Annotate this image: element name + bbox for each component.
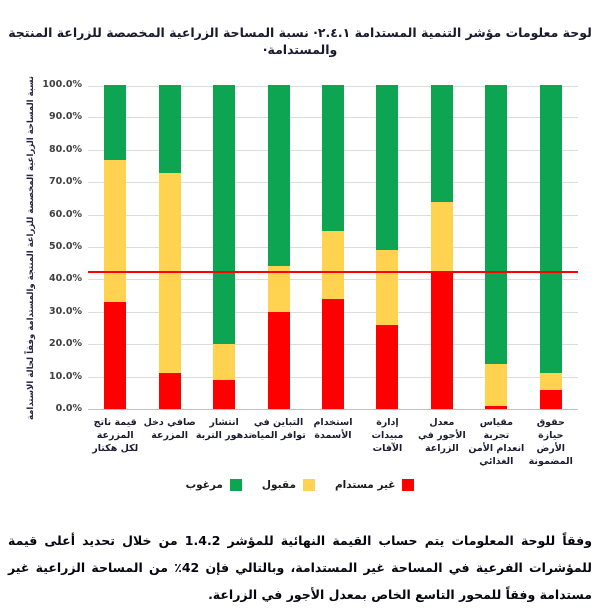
y-tick-label: 40.0% (49, 273, 82, 285)
bar-4 (267, 85, 290, 409)
legend-label-unsustainable: غير مستدام (334, 479, 396, 491)
x-axis-label: استخدام الأسمدة (313, 417, 353, 441)
bar-segment (322, 298, 344, 409)
x-axis-label: قيمة ناتج المزرعة لكل هكتار (92, 417, 139, 454)
x-axis-label: انتشار تدهور التربة (195, 417, 253, 441)
bar-segment (430, 85, 453, 202)
bar-segment (267, 311, 290, 409)
legend-item-acceptable: مقبول (262, 479, 315, 491)
bar-segment (539, 389, 562, 409)
footnote: وفقاً للوحة المعلومات يتم حساب القيمة ال… (8, 533, 592, 602)
bar-segment (539, 85, 562, 374)
bar-segment (430, 201, 453, 273)
bar-6 (376, 85, 399, 409)
y-tick-label: 10.0% (49, 370, 82, 382)
x-axis-label: إدارة مبيدات الآفات (371, 417, 404, 454)
bar-segment (104, 159, 127, 303)
bar-5 (322, 85, 344, 409)
bar-segment (158, 373, 181, 409)
legend-label-acceptable: مقبول (261, 479, 296, 491)
x-axis-label: معدل الأجور في الزراعة (418, 417, 466, 454)
page-title: لوحة معلومات مؤشر التنمية المستدامة ٢.٤.… (0, 24, 600, 58)
legend-swatch-red (402, 479, 415, 491)
bar-7 (430, 85, 453, 409)
bar-segment (267, 85, 290, 267)
y-tick-label: 80.0% (49, 143, 82, 155)
legend-swatch-yellow (302, 479, 315, 491)
bar-9 (539, 85, 562, 409)
x-axis-label: مقياس تجربة انعدام الأمن الغذائي (468, 417, 525, 467)
plot-area (88, 85, 578, 410)
x-axis-label: التباين في توافر المياه (251, 417, 306, 441)
bar-segment (213, 85, 236, 345)
legend-item-desirable: مرغوب (186, 479, 242, 491)
y-tick-label: 0.0% (55, 403, 82, 414)
x-axis-label: حقوق حيازة الأرض المضمونة (528, 417, 573, 467)
legend: مرغوب مقبول غير مستدام (0, 479, 600, 491)
page-title-line2: والمستدامة· (262, 42, 338, 57)
bar-segment (213, 379, 236, 409)
bar-2 (158, 85, 181, 409)
bar-segment (376, 85, 399, 251)
bar-segment (376, 324, 399, 409)
y-tick-label: 100.0% (42, 79, 82, 90)
x-axis-label: صافي دخل المزرعة (143, 417, 196, 441)
legend-item-unsustainable: غير مستدام (334, 479, 415, 491)
reference-line (88, 271, 578, 274)
bar-segment (485, 405, 508, 409)
legend-label-desirable: مرغوب (185, 479, 223, 491)
bar-segment (322, 85, 344, 231)
bar-segment (376, 250, 399, 325)
y-tick-label: 50.0% (49, 241, 82, 252)
bar-segment (104, 85, 127, 160)
y-tick-label: 30.0% (49, 305, 82, 317)
bar-segment (104, 302, 127, 409)
bar-8 (485, 85, 508, 409)
bar-segment (267, 266, 290, 312)
x-axis-line (88, 409, 578, 410)
bar-segment (485, 85, 508, 364)
bar-3 (213, 85, 236, 409)
bar-segment (485, 363, 508, 406)
bar-segment (539, 373, 562, 390)
y-tick-label: 70.0% (49, 176, 82, 188)
y-tick-label: 60.0% (49, 208, 82, 220)
y-tick-label: 20.0% (49, 338, 82, 350)
bar-segment (430, 272, 453, 409)
bar-segment (322, 230, 344, 299)
legend-swatch-green (229, 479, 242, 491)
page-title-line1: لوحة معلومات مؤشر التنمية المستدامة ٢.٤.… (8, 25, 592, 40)
bar-segment (213, 344, 236, 380)
stacked-bar-chart: نسبة المساحة الزراعية المخصصة للزراعة ال… (26, 76, 578, 467)
bar-1 (104, 85, 127, 409)
bar-segment (158, 85, 181, 173)
y-tick-label: 90.0% (49, 111, 82, 123)
